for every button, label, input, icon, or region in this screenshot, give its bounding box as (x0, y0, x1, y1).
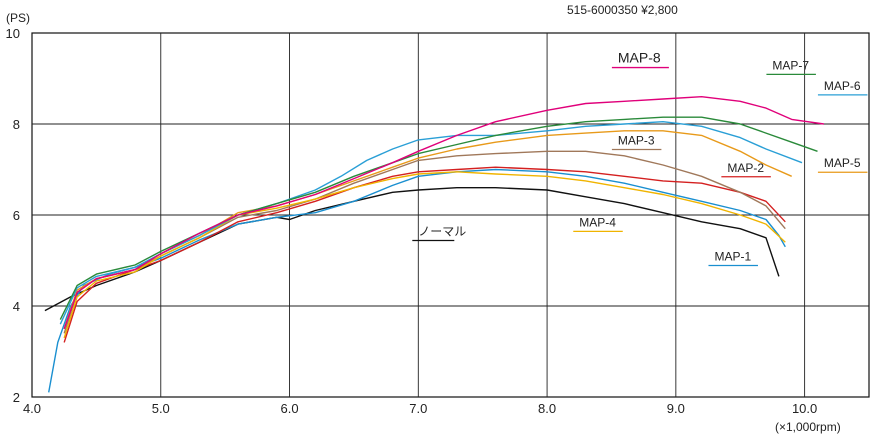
series-label: MAP-8 (618, 50, 661, 66)
x-tick-label: 9.0 (667, 401, 685, 416)
y-axis-unit: (PS) (6, 11, 30, 25)
x-tick-label: 10.0 (792, 401, 817, 416)
series-line (63, 96, 824, 330)
series-lines (44, 96, 824, 393)
series-line (63, 171, 786, 339)
series-label: MAP-1 (714, 250, 751, 264)
y-tick-label: 6 (13, 208, 20, 223)
series-line (48, 168, 786, 393)
y-tick-label: 4 (13, 299, 20, 314)
series-label: MAP-3 (618, 133, 655, 147)
series-label: MAP-4 (579, 215, 616, 229)
x-axis-unit: (×1,000rpm) (775, 420, 841, 434)
series-label: ノーマル (418, 224, 466, 238)
y-tick-label: 8 (13, 117, 20, 132)
series-line (44, 187, 780, 312)
x-tick-label: 4.0 (23, 401, 41, 416)
series-line (63, 166, 786, 343)
x-tick-label: 7.0 (409, 401, 427, 416)
product-code-price: 515-6000350 ¥2,800 (567, 3, 678, 17)
x-tick-label: 6.0 (280, 401, 298, 416)
axis-ticks: 4.0 5.0 6.0 7.0 8.0 9.0 10.0 2 4 6 8 10 (6, 26, 818, 416)
series-labels: ノーマル MAP-1 MAP-2 MAP-3 MAP-4 MAP-5 MAP-6 MAP-7 M… (412, 50, 868, 267)
series-label: MAP-6 (824, 79, 861, 93)
y-tick-label: 10 (6, 26, 20, 41)
y-tick-label: 2 (13, 390, 20, 405)
series-label: MAP-7 (772, 58, 809, 72)
grid (31, 32, 870, 398)
series-label: MAP-5 (824, 156, 861, 170)
series-line (59, 116, 818, 320)
series-line (59, 121, 803, 325)
series-label: MAP-2 (727, 161, 764, 175)
x-tick-label: 8.0 (538, 401, 556, 416)
x-tick-label: 5.0 (152, 401, 170, 416)
series-line (63, 150, 786, 334)
